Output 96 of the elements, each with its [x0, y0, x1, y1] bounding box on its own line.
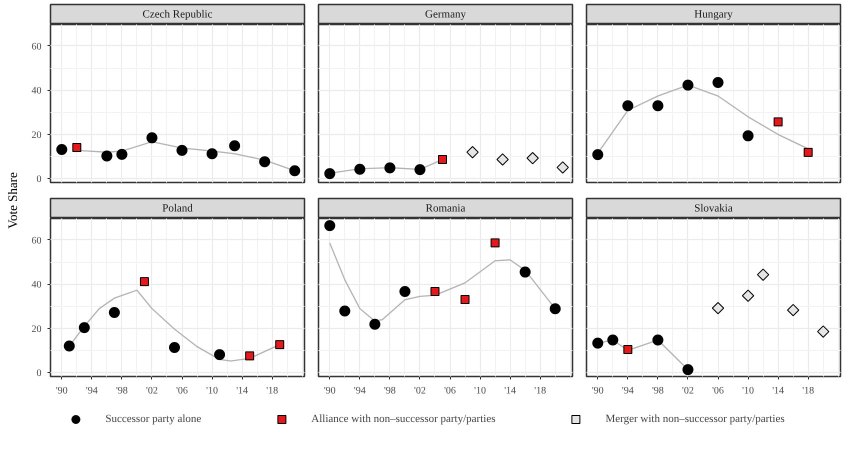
x-tick-label: '98 [116, 386, 128, 396]
x-tick-label: '14 [504, 386, 516, 396]
x-tick-label: '10 [474, 386, 486, 396]
point [430, 287, 440, 296]
point [804, 148, 813, 157]
point [214, 349, 226, 360]
point [146, 132, 158, 144]
x-tick-label: '02 [146, 386, 158, 396]
point [245, 351, 254, 360]
point [168, 342, 180, 353]
x-tick-label: '10 [206, 386, 218, 396]
point [712, 76, 724, 88]
point [742, 290, 754, 302]
x-tick-label: '94 [354, 386, 366, 396]
y-tick-label: 0 [36, 368, 42, 380]
point [72, 143, 82, 152]
point [56, 144, 68, 156]
chart-title: Poland [162, 202, 194, 214]
x-tick-label: '18 [534, 386, 546, 396]
point [369, 318, 380, 330]
point [466, 146, 479, 158]
point [229, 140, 240, 152]
legend-label: Merger with non–successor party/parties [606, 413, 785, 425]
chart-title: Hungary [694, 8, 734, 20]
point [592, 338, 604, 349]
point [384, 162, 396, 174]
point [438, 154, 447, 164]
x-tick-label: '98 [384, 386, 396, 396]
point [324, 220, 336, 232]
point [682, 364, 694, 376]
x-tick-label: '18 [802, 386, 814, 396]
point [652, 334, 664, 346]
point [607, 334, 618, 346]
point [526, 152, 539, 164]
x-tick-label: '90 [324, 386, 336, 396]
legend-label: Successor party alone [105, 413, 202, 425]
point [550, 303, 561, 314]
point [64, 340, 75, 352]
chart-title: Germany [425, 8, 466, 20]
x-tick-label: '02 [682, 386, 694, 396]
y-tick-label: 0 [36, 174, 42, 186]
point [652, 100, 664, 112]
point [460, 294, 470, 304]
point [176, 144, 188, 156]
point [787, 304, 800, 316]
point [817, 325, 830, 338]
point [140, 277, 149, 286]
point [78, 322, 90, 334]
point [259, 156, 270, 168]
point [622, 100, 634, 112]
x-tick-label: '06 [444, 386, 456, 396]
point [520, 266, 531, 278]
point [414, 164, 426, 176]
x-tick-label: '98 [652, 386, 664, 396]
point [682, 80, 694, 91]
x-tick-label: '10 [742, 386, 754, 396]
y-tick-label: 20 [32, 324, 42, 335]
point [712, 302, 724, 314]
legend-label: Alliance with non–successor party/parties [311, 413, 496, 425]
point [623, 345, 632, 354]
chart-title: Romania [426, 202, 466, 214]
x-tick-label: '14 [236, 386, 248, 396]
point [354, 164, 366, 175]
chart-title: Czech Republic [142, 8, 213, 20]
x-tick-label: '94 [622, 386, 634, 396]
point [339, 306, 350, 316]
point [399, 286, 410, 298]
y-tick-label: 40 [32, 86, 42, 97]
x-tick-label: '14 [772, 386, 784, 396]
x-tick-label: '18 [266, 386, 278, 396]
point [496, 153, 509, 166]
x-tick-label: '90 [592, 386, 604, 396]
point [324, 168, 336, 180]
point [116, 148, 128, 160]
chart-title: Slovakia [694, 202, 733, 214]
point [756, 268, 770, 281]
point [108, 307, 120, 318]
point [556, 161, 569, 174]
point [742, 130, 754, 142]
y-tick-label: 40 [32, 280, 42, 291]
x-tick-label: '06 [712, 386, 724, 396]
point [592, 149, 604, 160]
point [289, 165, 300, 176]
x-tick-label: '94 [86, 386, 98, 396]
x-tick-label: '06 [176, 386, 188, 396]
point [206, 148, 218, 160]
point [774, 117, 783, 126]
point [490, 238, 500, 248]
x-tick-label: '90 [56, 386, 68, 396]
y-tick-label: 20 [32, 130, 42, 141]
point [275, 340, 284, 350]
x-tick-label: '02 [414, 386, 426, 396]
y-tick-label: 60 [32, 41, 42, 52]
y-tick-label: 60 [32, 235, 42, 246]
y-axis-title: Vote Share [5, 172, 20, 229]
point [101, 150, 112, 162]
